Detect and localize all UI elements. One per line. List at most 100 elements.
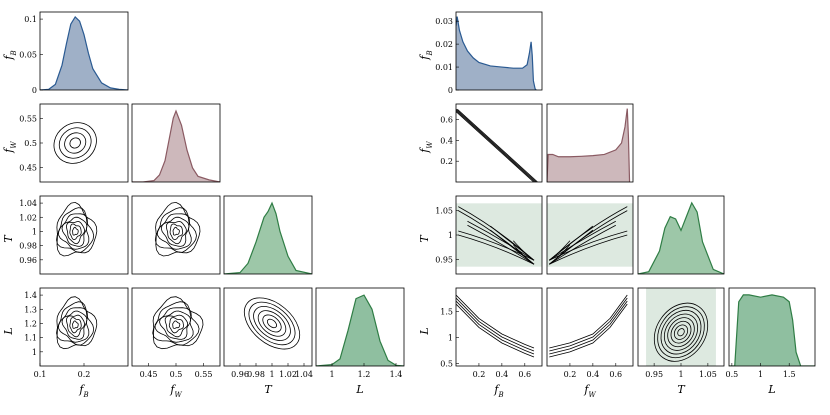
xtick-label: 0.98 (247, 370, 265, 379)
panel-content (224, 201, 312, 274)
ylabel-1-sub: W (426, 141, 434, 149)
xtick-label: 1 (758, 370, 763, 379)
panel-r3-c3: 1 1.2 1.4 L (315, 287, 405, 396)
xtick-label: 1 (269, 370, 274, 379)
panel-content (456, 16, 537, 90)
xlabel-0-sub: B (82, 391, 88, 399)
panel-r1-c0: 0.2 0.4 0.6 fW (418, 103, 543, 183)
marginal-line-f_W (547, 108, 631, 182)
xtick-label: 0.55 (195, 370, 213, 379)
panel-frame (39, 195, 129, 275)
corner-plot-0: 00.050.1fB0.450.50.55fW0.960.9811.021.04… (2, 11, 405, 399)
contour-level (66, 314, 85, 338)
contour-level (660, 309, 702, 355)
xtick-label: 1 (678, 370, 683, 379)
ytick-label: 0.6 (440, 116, 453, 125)
contour-level (64, 132, 87, 154)
contour-level (160, 216, 190, 247)
contour-level (458, 234, 535, 265)
panel-r3-c2: 0.960.98 1 1.021.04 T (223, 287, 313, 396)
panel-frame (455, 287, 543, 367)
contour-level (456, 108, 537, 182)
xlabel-0: fB (493, 383, 503, 399)
xtick-label: 0.6 (609, 370, 622, 379)
contour-level (155, 201, 201, 257)
contour-level (56, 296, 98, 350)
ytick-label: 0.96 (19, 256, 37, 265)
xtick-label: 0.4 (495, 370, 508, 379)
panel-r1-c0: 0.45 0.5 0.55 fW (2, 103, 129, 183)
contour-level (513, 240, 535, 261)
panel-r3-c0: 0.5 1 1.5 L 0.2 0.4 0.6 fB (418, 287, 543, 399)
panel-frame (455, 103, 543, 183)
ytick-label: 1.02 (19, 213, 37, 222)
panel-r3-c1: 0.45 0.5 0.55 fW (131, 287, 221, 399)
marginal-fill-f_W (547, 108, 630, 182)
ylabel-1: fW (418, 141, 434, 154)
ytick-label: 0.05 (19, 51, 37, 60)
xlabel-2: T (677, 383, 686, 396)
xtick-label: 0.5 (725, 370, 738, 379)
ylabel-3: L (418, 327, 431, 335)
panel-frame (39, 103, 129, 183)
contour-level (456, 294, 535, 349)
panel-content (53, 122, 97, 164)
panel-frame (131, 287, 221, 367)
panel-frame (131, 195, 221, 275)
ytick-label: 1.5 (440, 307, 453, 316)
contour-level (257, 310, 287, 337)
panel-frame (315, 287, 405, 367)
panel-content (152, 296, 204, 350)
contour-level (56, 301, 95, 346)
contour-level (657, 306, 705, 359)
xlabel-1: fW (169, 383, 182, 399)
panel-r1-c1 (546, 103, 634, 183)
ytick-label: 0.4 (440, 136, 453, 145)
contour-level (56, 207, 95, 253)
panel-r1-c1 (131, 103, 221, 183)
panel-content (56, 296, 98, 350)
panel-content (154, 201, 201, 257)
ytick-label: 0.02 (435, 40, 453, 49)
corner-plot-1: 0 0.01 0.02 0.03 fB 0.2 0.4 0.6 fW 0.95 1 1.05 T 0.5 1… (418, 11, 816, 399)
marginal-fill-L (729, 294, 815, 366)
panel-r3-c2: 0.95 1 1.05 T (637, 287, 725, 396)
contour-level (457, 108, 538, 182)
contour-level (467, 224, 535, 265)
ytick-label: 1.2 (24, 319, 37, 328)
xlabel-2: T (264, 383, 273, 396)
ytick-label: 0.45 (19, 163, 37, 172)
xtick-label: 0.95 (645, 370, 663, 379)
contour-level (69, 317, 82, 334)
contour-level (172, 320, 181, 329)
contour-level (164, 314, 188, 338)
contour-level (456, 297, 535, 352)
panel-frame (39, 11, 129, 91)
xlabel-3: L (355, 383, 363, 396)
panel-r2-c1 (131, 195, 221, 275)
contour-level (653, 302, 709, 362)
ytick-label: 1 (448, 333, 453, 342)
marginal-fill-T (638, 202, 724, 274)
panel-r2-c2 (223, 195, 313, 275)
contour-level (72, 320, 79, 329)
panel-content (243, 297, 301, 350)
ytick-label: 1.05 (435, 207, 453, 216)
contour-level (549, 300, 628, 355)
xlabel-3: L (767, 383, 775, 396)
panel-content (638, 201, 724, 274)
xtick-label: 0.5 (170, 370, 183, 379)
ytick-label: 0.03 (435, 17, 453, 26)
marginal-fill-f_B (40, 16, 128, 90)
contour-level (58, 127, 92, 159)
contour-level (266, 318, 278, 329)
panel-content (316, 294, 404, 366)
marginal-line-f_W (132, 109, 220, 182)
ytick-label: 0.5 (440, 359, 453, 368)
panel-r3-c0: 1 1.1 1.2 1.3 1.4 L 0.1 0.2 fB (2, 287, 129, 399)
contour-level (663, 313, 699, 351)
ylabel-0: fB (2, 50, 18, 60)
contour-level (549, 220, 616, 261)
panel-content (56, 201, 98, 257)
